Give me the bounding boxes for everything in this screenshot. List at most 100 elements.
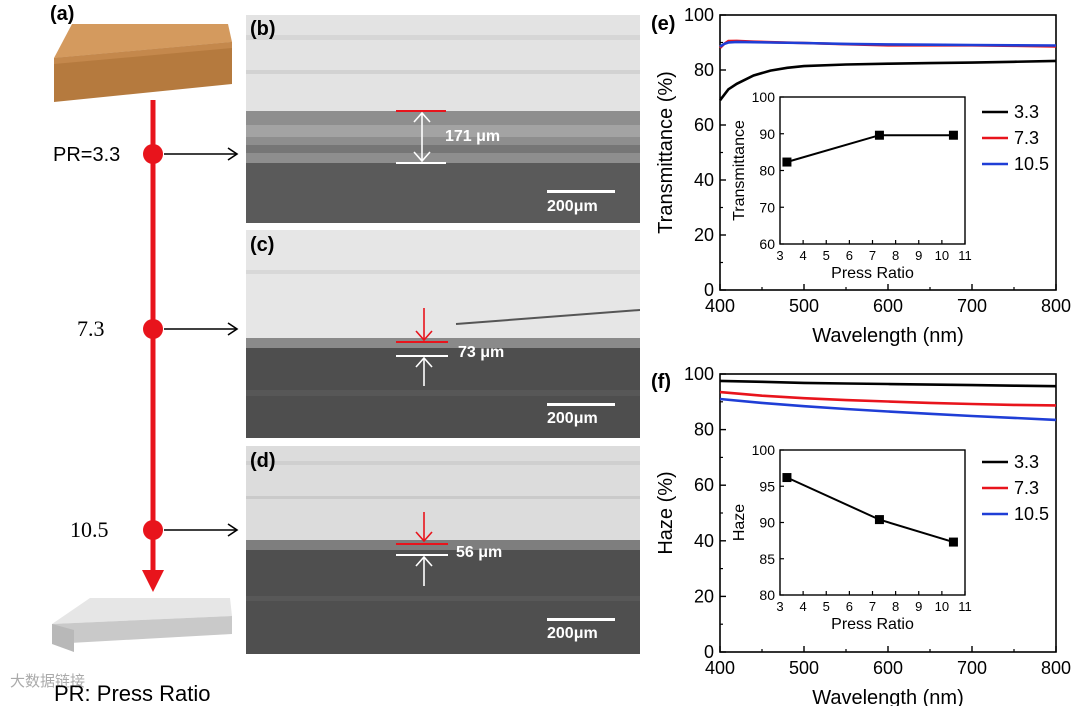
inset-x-tick-label: 3 [776, 248, 783, 263]
inset-x-tick-label: 7 [869, 599, 876, 614]
x-tick-label: 800 [1041, 296, 1071, 316]
legend-label: 3.3 [1014, 452, 1039, 472]
inset-x-tick-label: 7 [869, 248, 876, 263]
x-tick-label: 600 [873, 296, 903, 316]
scale-bar-c [547, 403, 615, 406]
inset-y-tick-label: 85 [759, 551, 775, 567]
inset-y-tick-label: 80 [759, 587, 775, 603]
inset-marker [782, 157, 792, 167]
y-tick-label: 80 [694, 420, 714, 440]
y-tick-label: 100 [684, 5, 714, 25]
panel-label-d: (d) [250, 450, 276, 472]
inset-y-tick-label: 100 [752, 442, 776, 458]
pr-label-7-3: 7.3 [77, 316, 105, 341]
inset-marker [874, 515, 884, 525]
thickness-label-b: 171 μm [445, 128, 501, 145]
inset-y-tick-label: 90 [759, 515, 775, 531]
inset-marker [948, 130, 958, 140]
inset-x-tick-label: 6 [846, 599, 853, 614]
inset-y-tick-label: 90 [759, 126, 775, 142]
inset-x-axis-label: Press Ratio [831, 616, 914, 633]
y-tick-label: 0 [704, 642, 714, 662]
inset-y-axis-label: Transmittance [731, 120, 748, 221]
inset-x-tick-label: 5 [823, 248, 830, 263]
scale-label-c: 200μm [547, 410, 598, 427]
inset-x-axis-label: Press Ratio [831, 265, 914, 282]
thickness-label-c: 73 μm [458, 344, 505, 361]
legend-label: 7.3 [1014, 478, 1039, 498]
x-tick-label: 600 [873, 658, 903, 678]
inset-x-tick-label: 3 [776, 599, 783, 614]
series-line-7-3 [719, 390, 1057, 407]
inset-x-tick-label: 9 [915, 248, 922, 263]
inset-y-tick-label: 80 [759, 163, 775, 179]
transparent-wood-image [52, 598, 232, 652]
scale-bar-b [547, 190, 615, 193]
y-tick-label: 60 [694, 475, 714, 495]
panel-label-c: (c) [250, 234, 275, 256]
y-tick-label: 20 [694, 586, 714, 606]
inset-x-tick-label: 4 [800, 599, 807, 614]
pr-label-3-3: PR=3.3 [53, 144, 121, 166]
series-line-3-3 [719, 379, 1057, 388]
inset-marker [948, 537, 958, 547]
y-tick-label: 40 [694, 531, 714, 551]
inset-x-tick-label: 10 [935, 599, 949, 614]
scale-label-b: 200μm [547, 198, 598, 215]
inset-x-tick-label: 10 [935, 248, 949, 263]
pr-label-10-5: 10.5 [70, 517, 109, 542]
sem-image-b [246, 15, 640, 223]
thickness-marker-c [396, 308, 448, 386]
thickness-marker-b [396, 110, 446, 164]
y-axis-label: Haze (%) [655, 471, 677, 554]
inset-x-tick-label: 5 [823, 599, 830, 614]
legend-label: 3.3 [1014, 102, 1039, 122]
y-tick-label: 20 [694, 225, 714, 245]
inset-x-tick-label: 8 [892, 248, 899, 263]
wood-block-image [54, 24, 232, 102]
legend-label: 10.5 [1014, 154, 1049, 174]
panel-label-chart: (f) [651, 371, 671, 393]
sem-image-d [246, 446, 640, 654]
process-arrow [142, 100, 164, 592]
panel-label-a: (a) [50, 3, 75, 25]
y-tick-label: 80 [694, 60, 714, 80]
x-tick-label: 400 [705, 296, 735, 316]
y-tick-label: 60 [694, 115, 714, 135]
legend-label: 7.3 [1014, 128, 1039, 148]
inset-y-axis-label: Haze [731, 504, 748, 541]
inset-y-tick-label: 60 [759, 236, 775, 252]
x-tick-label: 800 [1041, 658, 1071, 678]
y-axis-label: Transmittance (%) [655, 71, 677, 234]
inset-y-tick-label: 95 [759, 478, 775, 494]
y-tick-label: 40 [694, 170, 714, 190]
x-tick-label: 500 [789, 658, 819, 678]
inset-x-tick-label: 11 [958, 599, 972, 614]
inset-frame [779, 449, 966, 596]
x-axis-label: Wavelength (nm) [812, 325, 964, 347]
inset-marker [782, 473, 792, 483]
pointer-arrows [164, 147, 239, 537]
x-axis-label: Wavelength (nm) [812, 687, 964, 706]
x-tick-label: 400 [705, 658, 735, 678]
thickness-marker-d [396, 512, 448, 586]
watermark: 大数据链接 [10, 673, 86, 690]
inset-y-tick-label: 70 [759, 199, 775, 215]
legend-label: 10.5 [1014, 504, 1049, 524]
inset-frame [779, 96, 966, 245]
x-tick-label: 500 [789, 296, 819, 316]
y-tick-label: 0 [704, 280, 714, 300]
x-tick-label: 700 [957, 296, 987, 316]
series-line-3-3 [718, 59, 1057, 102]
inset-x-tick-label: 4 [800, 248, 807, 263]
inset-x-tick-label: 8 [892, 599, 899, 614]
x-tick-label: 700 [957, 658, 987, 678]
series-line-10-5 [719, 397, 1057, 422]
inset-marker [874, 130, 884, 140]
panel-label-chart: (e) [651, 13, 675, 35]
inset-x-tick-label: 11 [958, 248, 972, 263]
panel-label-b: (b) [250, 18, 276, 40]
press-ratio-footnote: PR: Press Ratio [54, 681, 211, 706]
inset-x-tick-label: 9 [915, 599, 922, 614]
